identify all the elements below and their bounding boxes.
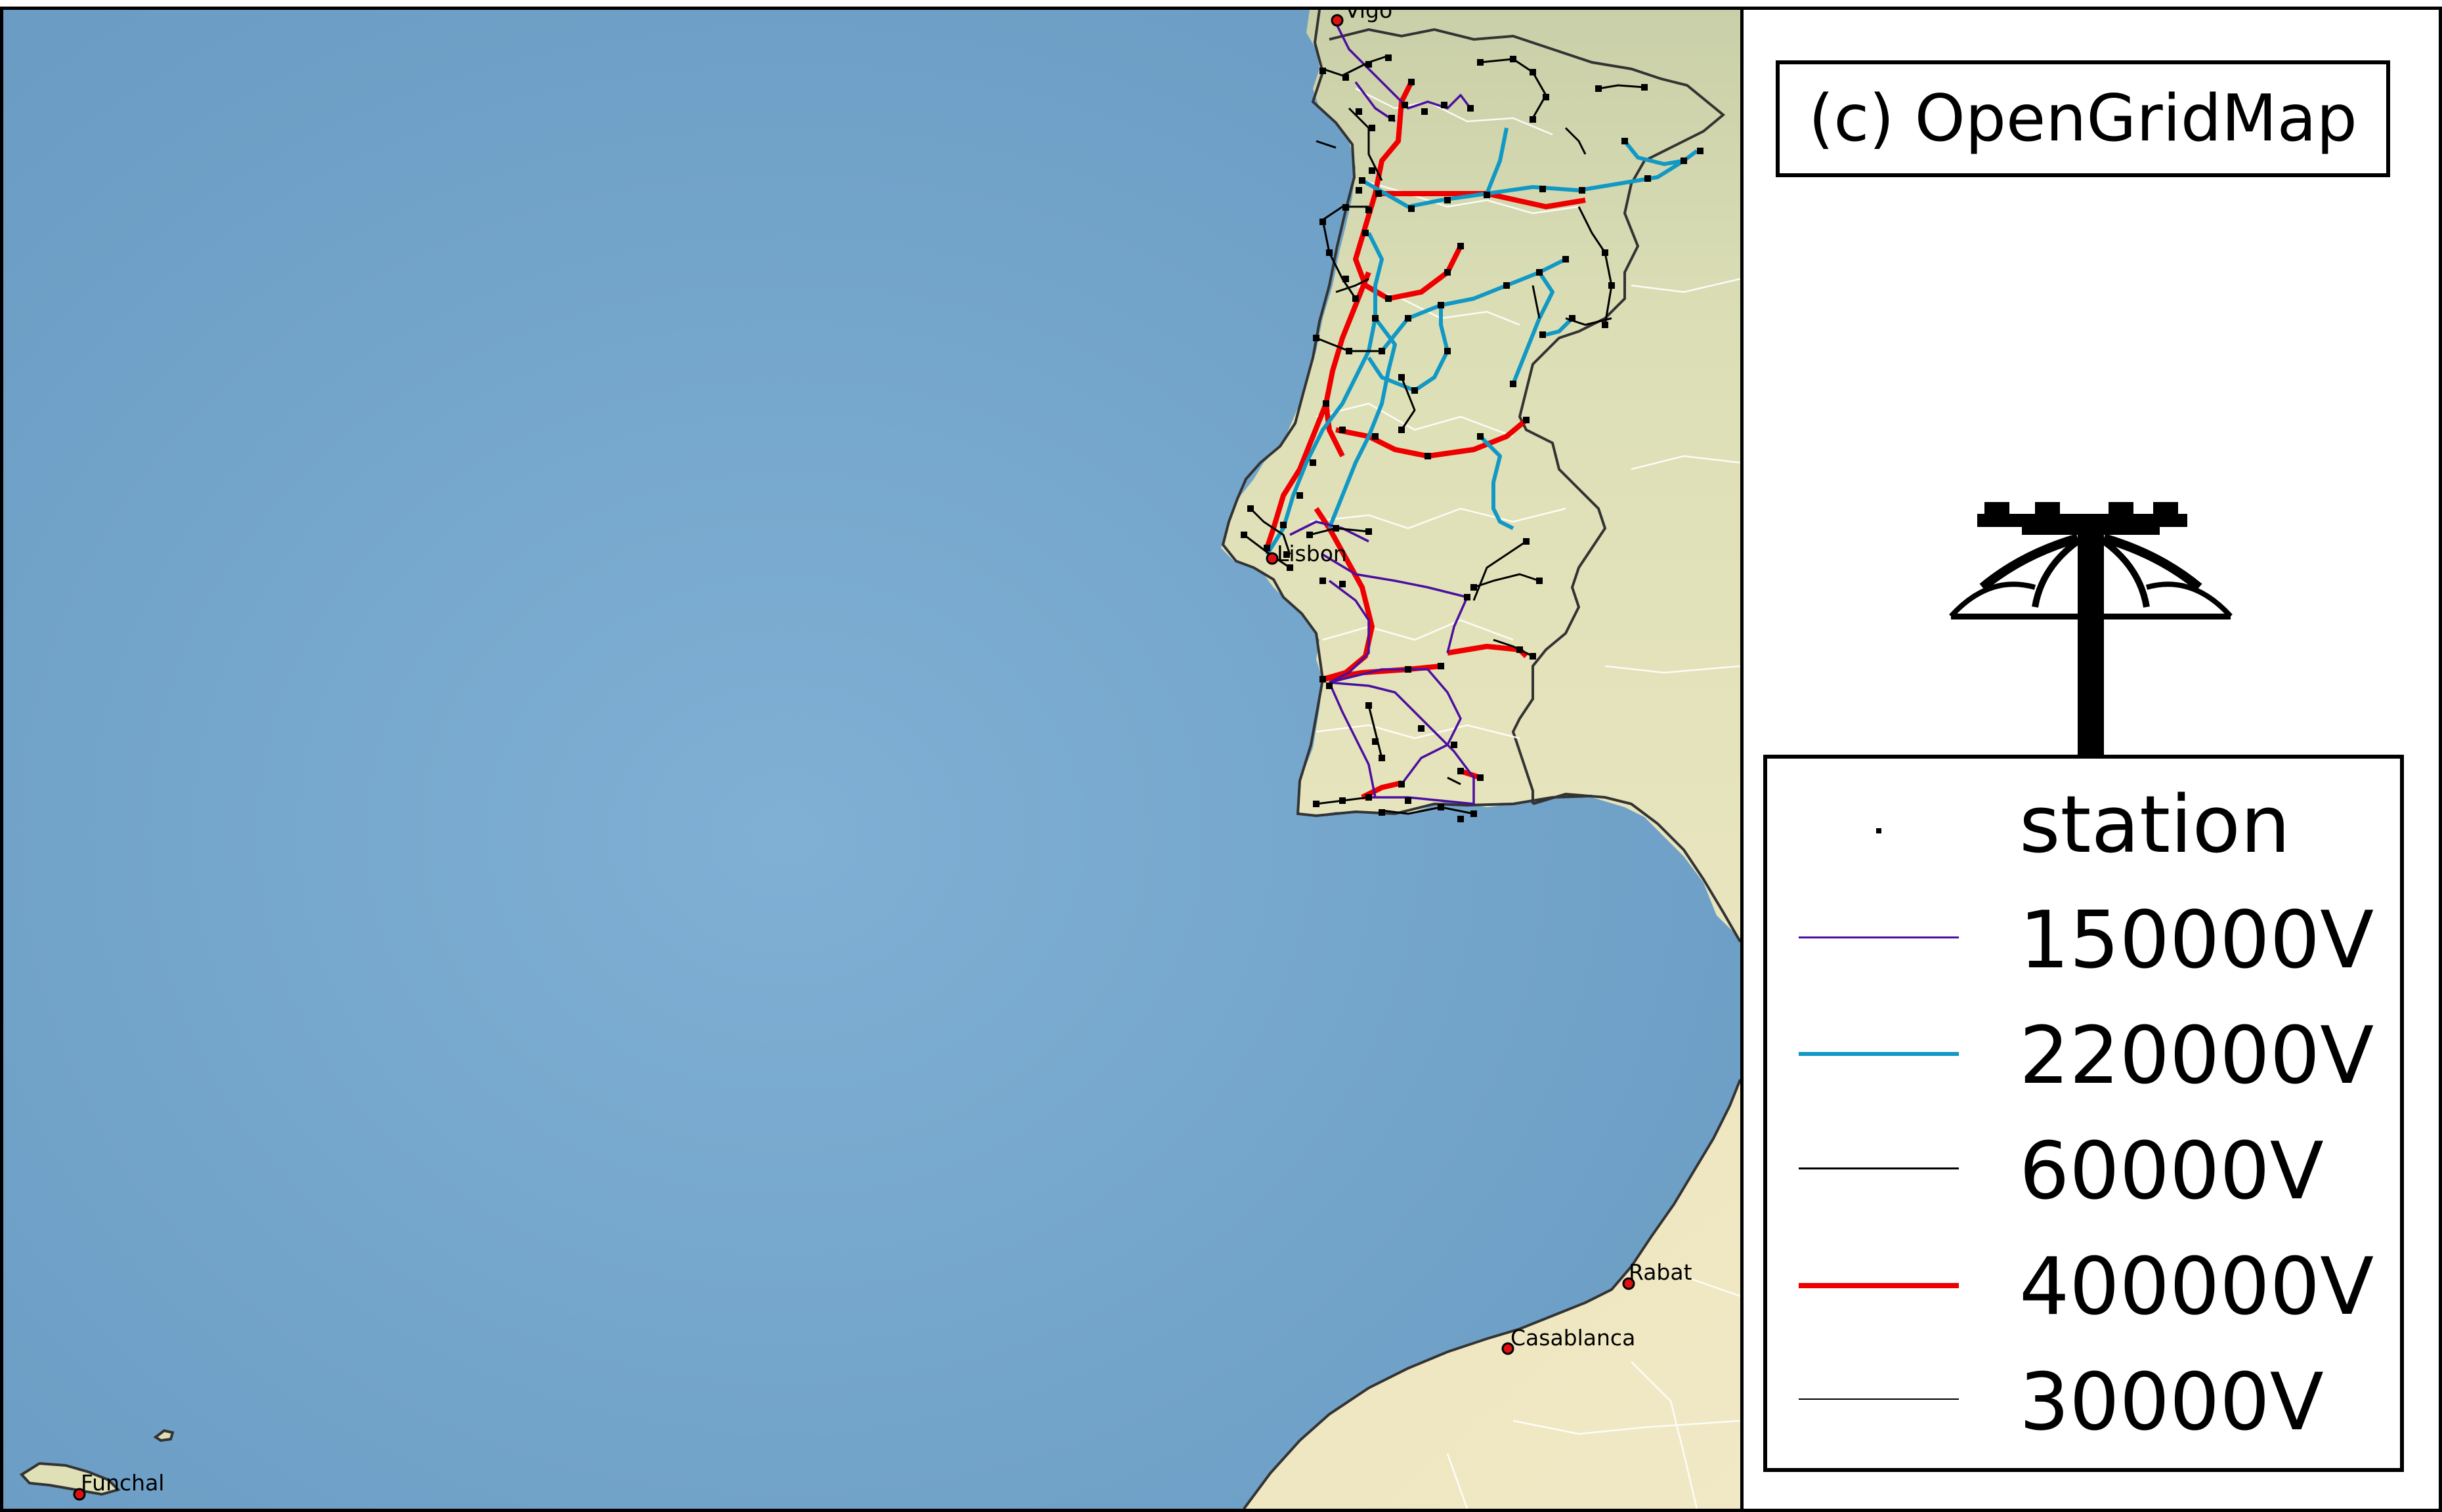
morocco-land xyxy=(1244,1080,1740,1509)
morocco-coast xyxy=(1243,1079,1740,1509)
city-label-lisbon: Lisbon xyxy=(1277,541,1347,566)
legend-item-30kv: 30000V xyxy=(1767,1349,2400,1454)
spain-south-coast xyxy=(1532,792,1740,943)
line-swatch-60kv xyxy=(1799,1167,1959,1169)
copyright-text: (c) OpenGridMap xyxy=(1809,81,2357,156)
city-marker-lisbon xyxy=(1266,552,1279,565)
legend-label: 150000V xyxy=(2019,895,2374,986)
city-label-casablanca: Casablanca xyxy=(1510,1325,1635,1351)
legend-item-400kv: 400000V xyxy=(1767,1234,2400,1339)
line-swatch-220kv xyxy=(1799,1052,1959,1056)
madeira-island xyxy=(19,1461,121,1496)
legend-label: 60000V xyxy=(2019,1126,2324,1217)
legend-item-220kv: 220000V xyxy=(1767,1003,2400,1108)
map-frame[interactable]: Vigo Lisbon Rabat Casablanca Funchal xyxy=(0,7,1744,1512)
line-swatch-30kv xyxy=(1799,1398,1959,1400)
legend-item-150kv: 150000V xyxy=(1767,887,2400,992)
city-markers xyxy=(73,14,1635,1501)
city-marker-funchal xyxy=(73,1488,86,1501)
legend-label: 220000V xyxy=(2019,1011,2374,1102)
line-swatch-400kv xyxy=(1799,1283,1959,1288)
map-canvas[interactable]: Vigo Lisbon Rabat Casablanca Funchal xyxy=(3,10,1740,1509)
admin-borders xyxy=(1309,87,1740,1509)
city-marker-vigo xyxy=(1331,14,1344,27)
stations xyxy=(1241,54,1703,822)
legend-item-station: station xyxy=(1767,772,2400,877)
legend-label: station xyxy=(2019,780,2290,871)
city-marker-casablanca xyxy=(1501,1342,1514,1355)
line-swatch-150kv xyxy=(1799,936,1959,938)
city-label-funchal: Funchal xyxy=(81,1470,164,1496)
station-dot-icon xyxy=(1876,828,1881,833)
city-label-vigo: Vigo xyxy=(1345,10,1392,23)
legend-label: 30000V xyxy=(2019,1357,2324,1448)
power-pylon-icon xyxy=(1949,502,2233,761)
copyright-box: (c) OpenGridMap xyxy=(1776,60,2390,177)
city-label-rabat: Rabat xyxy=(1629,1259,1692,1285)
legend-label: 400000V xyxy=(2019,1242,2374,1333)
legend-item-60kv: 60000V xyxy=(1767,1118,2400,1223)
portugal-border xyxy=(1329,28,1726,804)
portugal-coast xyxy=(1221,10,1593,818)
iberia-land xyxy=(1221,10,1740,938)
legend: station 150000V 220000V 60000V 400000V 3… xyxy=(1763,755,2404,1472)
porto-santo-island xyxy=(153,1429,175,1442)
city-marker-rabat xyxy=(1622,1277,1635,1290)
